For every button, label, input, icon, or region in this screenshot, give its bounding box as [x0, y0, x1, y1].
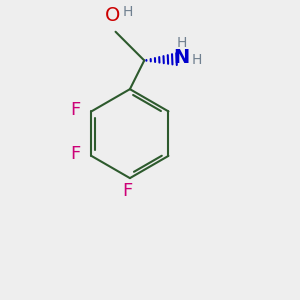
- Text: N: N: [173, 48, 190, 67]
- Text: F: F: [70, 101, 81, 119]
- Text: H: H: [176, 36, 187, 50]
- Text: O: O: [105, 6, 120, 25]
- Text: H: H: [192, 53, 202, 68]
- Text: F: F: [70, 146, 81, 164]
- Text: F: F: [122, 182, 132, 200]
- Text: H: H: [123, 4, 133, 19]
